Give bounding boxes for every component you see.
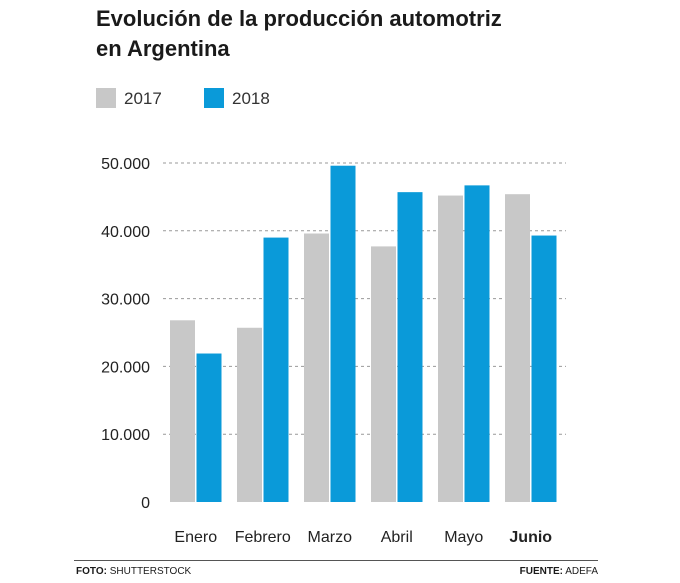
x-tick-label: Marzo (308, 529, 353, 546)
legend-label-2018: 2018 (232, 89, 270, 108)
bar-chart: 0 10.000 20.000 30.000 40.000 50.000 Enero Febr… (101, 156, 566, 546)
bar-2018-febrero (263, 237, 289, 502)
photo-credit-value: SHUTTERSTOCK (109, 566, 192, 577)
x-tick-label: Enero (174, 529, 217, 546)
chart-title: Evolución de la producción automotriz en… (96, 6, 502, 61)
y-tick-label: 0 (141, 495, 150, 512)
credits-footer: FOTO: SHUTTERSTOCK FUENTE: ADEFA (74, 560, 598, 583)
bar-2018-junio (531, 235, 557, 502)
bar-2018-marzo (330, 165, 356, 502)
x-tick-label: Abril (381, 529, 413, 546)
bar-2017-abril (371, 246, 396, 502)
photo-credit: FOTO: SHUTTERSTOCK (76, 562, 191, 582)
photo-credit-label: FOTO: (76, 566, 107, 577)
source-credit: FUENTE: ADEFA (520, 562, 598, 582)
bar-2018-enero (196, 353, 222, 502)
source-credit-value: ADEFA (565, 566, 598, 577)
x-tick-label: Junio (509, 529, 552, 546)
legend-label-2017: 2017 (124, 89, 162, 108)
y-tick-label: 20.000 (101, 359, 150, 376)
bar-2017-febrero (237, 327, 262, 502)
legend-swatch-2017 (96, 88, 116, 108)
x-tick-label: Mayo (444, 529, 483, 546)
bar-2017-junio (505, 194, 530, 503)
bar-2017-enero (170, 320, 195, 502)
bar-2018-abril (397, 192, 423, 503)
source-credit-label: FUENTE: (519, 566, 563, 577)
bar-2017-mayo (438, 195, 463, 502)
legend-swatch-2018 (204, 88, 224, 108)
y-tick-label: 40.000 (101, 224, 150, 241)
y-tick-label: 10.000 (101, 427, 150, 444)
bar-2018-mayo (464, 185, 490, 502)
bar-2017-marzo (304, 233, 329, 502)
y-tick-label: 50.000 (101, 156, 150, 173)
y-tick-label: 30.000 (101, 292, 150, 309)
x-tick-label: Febrero (235, 529, 291, 546)
